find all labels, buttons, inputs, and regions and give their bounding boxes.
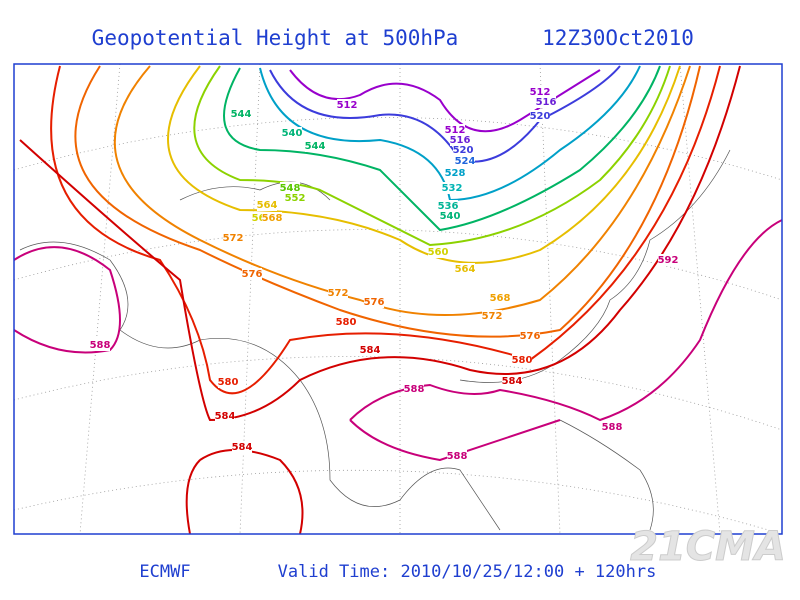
label-background: [285, 192, 305, 204]
contour-label: 584: [232, 442, 253, 453]
label-background: [455, 155, 475, 167]
label-background: [450, 134, 470, 146]
contour-label: 580: [218, 377, 239, 388]
contour-label: 540: [440, 211, 461, 222]
label-background: [262, 212, 282, 224]
map-frame: [13, 63, 783, 535]
contour-label: 572: [328, 288, 349, 299]
label-background: [231, 108, 251, 120]
contour-label: 548: [280, 183, 301, 194]
contour: [19, 65, 741, 422]
contour: [167, 65, 681, 264]
label-background: [602, 421, 622, 433]
contour-label: 560: [428, 247, 449, 258]
label-background: [336, 316, 356, 328]
contour-label: 544: [231, 109, 252, 120]
label-background: [442, 182, 462, 194]
label-background: [536, 96, 556, 108]
contour-label: 540: [282, 128, 303, 139]
contour-label: 576: [520, 331, 541, 342]
label-background: [445, 124, 465, 136]
contour-label: 528: [445, 168, 466, 179]
contour-label: 536: [438, 201, 459, 212]
contour-label: 588: [90, 340, 111, 351]
contour-label: 588: [602, 422, 623, 433]
contour-label: 584: [215, 411, 236, 422]
source: ECMWF: [139, 562, 190, 582]
label-background: [242, 268, 262, 280]
contour-label: 564: [455, 264, 476, 275]
contour-label: 576: [242, 269, 263, 280]
contour-label: 584: [360, 345, 381, 356]
contour-label: 572: [223, 233, 244, 244]
contour-label: 552: [285, 193, 306, 204]
contour-label: 512: [337, 100, 358, 111]
label-background: [280, 182, 300, 194]
contour-label: 572: [482, 311, 503, 322]
contour: [259, 65, 641, 202]
label-background: [305, 140, 325, 152]
contour-label: 544: [305, 141, 326, 152]
label-background: [530, 86, 550, 98]
label-background: [364, 296, 384, 308]
label-background: [428, 246, 448, 258]
contour-label: 580: [512, 355, 533, 366]
label-background: [658, 254, 678, 266]
contour-label: 564: [257, 200, 278, 211]
contour-label: 568: [490, 293, 511, 304]
title: Geopotential Height at 500hPa: [92, 26, 459, 50]
label-background: [445, 167, 465, 179]
label-background: [328, 287, 348, 299]
label-background: [90, 339, 110, 351]
label-background: [282, 127, 302, 139]
contour-label: 520: [453, 145, 474, 156]
watermark: 21CMA: [630, 524, 786, 570]
contour-label: 584: [502, 376, 523, 387]
contour-label: 580: [336, 317, 357, 328]
contour: [113, 65, 691, 316]
label-background: [530, 110, 550, 122]
label-background: [520, 330, 540, 342]
label-background: [482, 310, 502, 322]
label-background: [404, 383, 424, 395]
contour: [223, 65, 661, 232]
contour-labels: 5125125165205125165205245285325365405445…: [90, 86, 679, 462]
label-background: [440, 210, 460, 222]
contour-label: 592: [658, 255, 679, 266]
contour-label: 576: [364, 297, 385, 308]
label-background: [447, 450, 467, 462]
contour-label: 516: [450, 135, 471, 146]
label-background: [512, 354, 532, 366]
label-background: [453, 144, 473, 156]
label-background: [232, 441, 252, 453]
contour-label: 524: [455, 156, 476, 167]
label-background: [223, 232, 243, 244]
label-background: [490, 292, 510, 304]
contour-label: 520: [530, 111, 551, 122]
valid-time: Valid Time: 2010/10/25/12:00 + 120hrs: [278, 562, 657, 582]
contour-label: 512: [530, 87, 551, 98]
label-background: [438, 200, 458, 212]
contour-label: 512: [445, 125, 466, 136]
contour: [193, 65, 671, 247]
time: 12Z30Oct2010: [542, 26, 694, 50]
contour: [50, 65, 721, 395]
contour-label: 588: [404, 384, 425, 395]
label-background: [218, 376, 238, 388]
contour: [349, 219, 783, 462]
label-background: [337, 99, 357, 111]
contour-label: 532: [442, 183, 463, 194]
label-background: [360, 344, 380, 356]
label-background: [502, 375, 522, 387]
contour-label: 588: [447, 451, 468, 462]
contour-label: 516: [536, 97, 557, 108]
label-background: [215, 410, 235, 422]
contour-label: 568: [262, 213, 283, 224]
contour: [185, 449, 304, 535]
contour: [74, 65, 701, 338]
label-background: [455, 263, 475, 275]
label-background: [257, 199, 277, 211]
contour: [13, 246, 121, 354]
